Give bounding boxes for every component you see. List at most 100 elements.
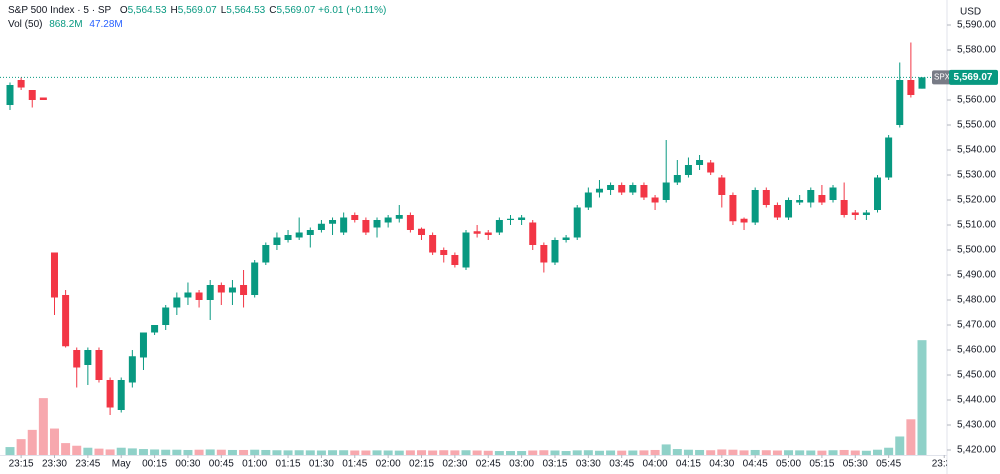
x-tick-label: 05:30 <box>843 459 868 470</box>
candle-body <box>618 185 626 193</box>
x-tick-label: 03:45 <box>609 459 634 470</box>
volume-bar <box>450 450 460 455</box>
candle-body <box>684 165 692 175</box>
ohlc-value: 5,564.53 <box>226 5 265 16</box>
volume-bar <box>850 450 860 455</box>
candle-body <box>918 77 926 89</box>
candle-body <box>907 80 915 95</box>
y-tick-label: 5,590.00 <box>957 20 996 31</box>
ohlc-value: 5,569.07 <box>276 5 315 16</box>
volume-bar <box>127 448 137 455</box>
volume-bar <box>261 449 271 455</box>
volume-bar <box>617 450 627 455</box>
candle-body <box>106 380 114 408</box>
x-tick-label: 00:15 <box>142 459 167 470</box>
candle-body <box>240 285 248 295</box>
volume-bar <box>339 450 349 455</box>
y-tick-label: 5,470.00 <box>957 320 996 331</box>
x-tick-label: 01:45 <box>342 459 367 470</box>
ohlc: O5,564.53 H5,569.07 L5,564.53 C5,569.07 <box>120 5 316 16</box>
x-tick-label: 04:30 <box>709 459 734 470</box>
last-price-tag: 5,569.07 <box>954 72 993 83</box>
volume-bar <box>150 449 160 455</box>
plot-area <box>5 42 927 455</box>
candle-body <box>473 231 481 234</box>
x-tick-label: 23:30 <box>932 459 957 470</box>
volume-bar <box>38 398 48 455</box>
x-tick-label: May <box>112 459 131 470</box>
volume-bar <box>49 428 59 455</box>
candle-body <box>796 200 804 203</box>
volume-last: 868.2M <box>49 19 82 30</box>
candle-body <box>162 307 170 325</box>
candle-body <box>17 80 25 88</box>
volume-bar <box>884 447 894 455</box>
candle-body <box>284 235 292 240</box>
candle-body <box>896 80 904 125</box>
ticker-tag: SPX <box>934 72 951 81</box>
volume-bar <box>461 450 471 455</box>
candle-body <box>317 223 325 230</box>
volume-bar <box>439 450 449 455</box>
x-tick-label: 02:00 <box>376 459 401 470</box>
candle-body <box>751 190 759 223</box>
volume-bar <box>639 450 649 455</box>
candle-body <box>62 295 70 347</box>
volume-bar <box>83 447 93 455</box>
candle-body <box>306 230 314 235</box>
volume-bar <box>239 449 249 455</box>
volume-bar <box>205 449 215 455</box>
y-tick-label: 5,560.00 <box>957 95 996 106</box>
candle-body <box>95 350 103 380</box>
volume-bar <box>61 443 71 455</box>
x-tick-label: 23:15 <box>9 459 34 470</box>
volume-bar <box>138 449 148 455</box>
candle-body <box>651 197 659 203</box>
volume-average: 47.28M <box>89 19 122 30</box>
candle-body <box>128 356 136 383</box>
volume-bar <box>361 450 371 455</box>
candle-body <box>785 200 793 218</box>
candle-body <box>429 235 437 253</box>
ohlc-key: L <box>221 5 227 16</box>
y-tick-label: 5,530.00 <box>957 170 996 181</box>
ohlc-value: 5,564.53 <box>128 5 167 16</box>
volume-bar <box>695 449 705 455</box>
candle-body <box>540 245 548 263</box>
volume-bar <box>283 450 293 455</box>
candle-body <box>529 222 537 245</box>
volume-bar <box>583 450 593 455</box>
x-tick-label: 23:30 <box>42 459 67 470</box>
volume-bar <box>539 450 549 455</box>
volume-bar <box>594 450 604 455</box>
volume-bar <box>483 450 493 455</box>
candle-body <box>340 217 348 233</box>
volume-bar <box>650 449 660 455</box>
candle-body <box>384 217 392 223</box>
volume-bar <box>5 447 15 455</box>
volume-bar <box>227 449 237 455</box>
volume-bar <box>728 449 738 455</box>
y-tick-label: 5,500.00 <box>957 245 996 256</box>
volume-bar <box>572 450 582 455</box>
candle-body <box>506 218 514 220</box>
volume-bar <box>606 450 616 455</box>
y-tick-label: 5,510.00 <box>957 220 996 231</box>
candle-body <box>28 90 36 100</box>
candle-body <box>295 232 303 238</box>
candle-body <box>273 237 281 245</box>
volume-bar <box>350 450 360 455</box>
volume-bar <box>717 449 727 455</box>
volume-bar <box>795 450 805 455</box>
candle-body <box>773 205 781 218</box>
y-tick-label: 5,580.00 <box>957 45 996 56</box>
candle-body <box>362 220 370 233</box>
volume-bar <box>528 450 538 455</box>
candle-body <box>462 232 470 268</box>
volume-bar <box>72 445 82 455</box>
candle-body <box>573 207 581 238</box>
volume-bar <box>628 450 638 455</box>
